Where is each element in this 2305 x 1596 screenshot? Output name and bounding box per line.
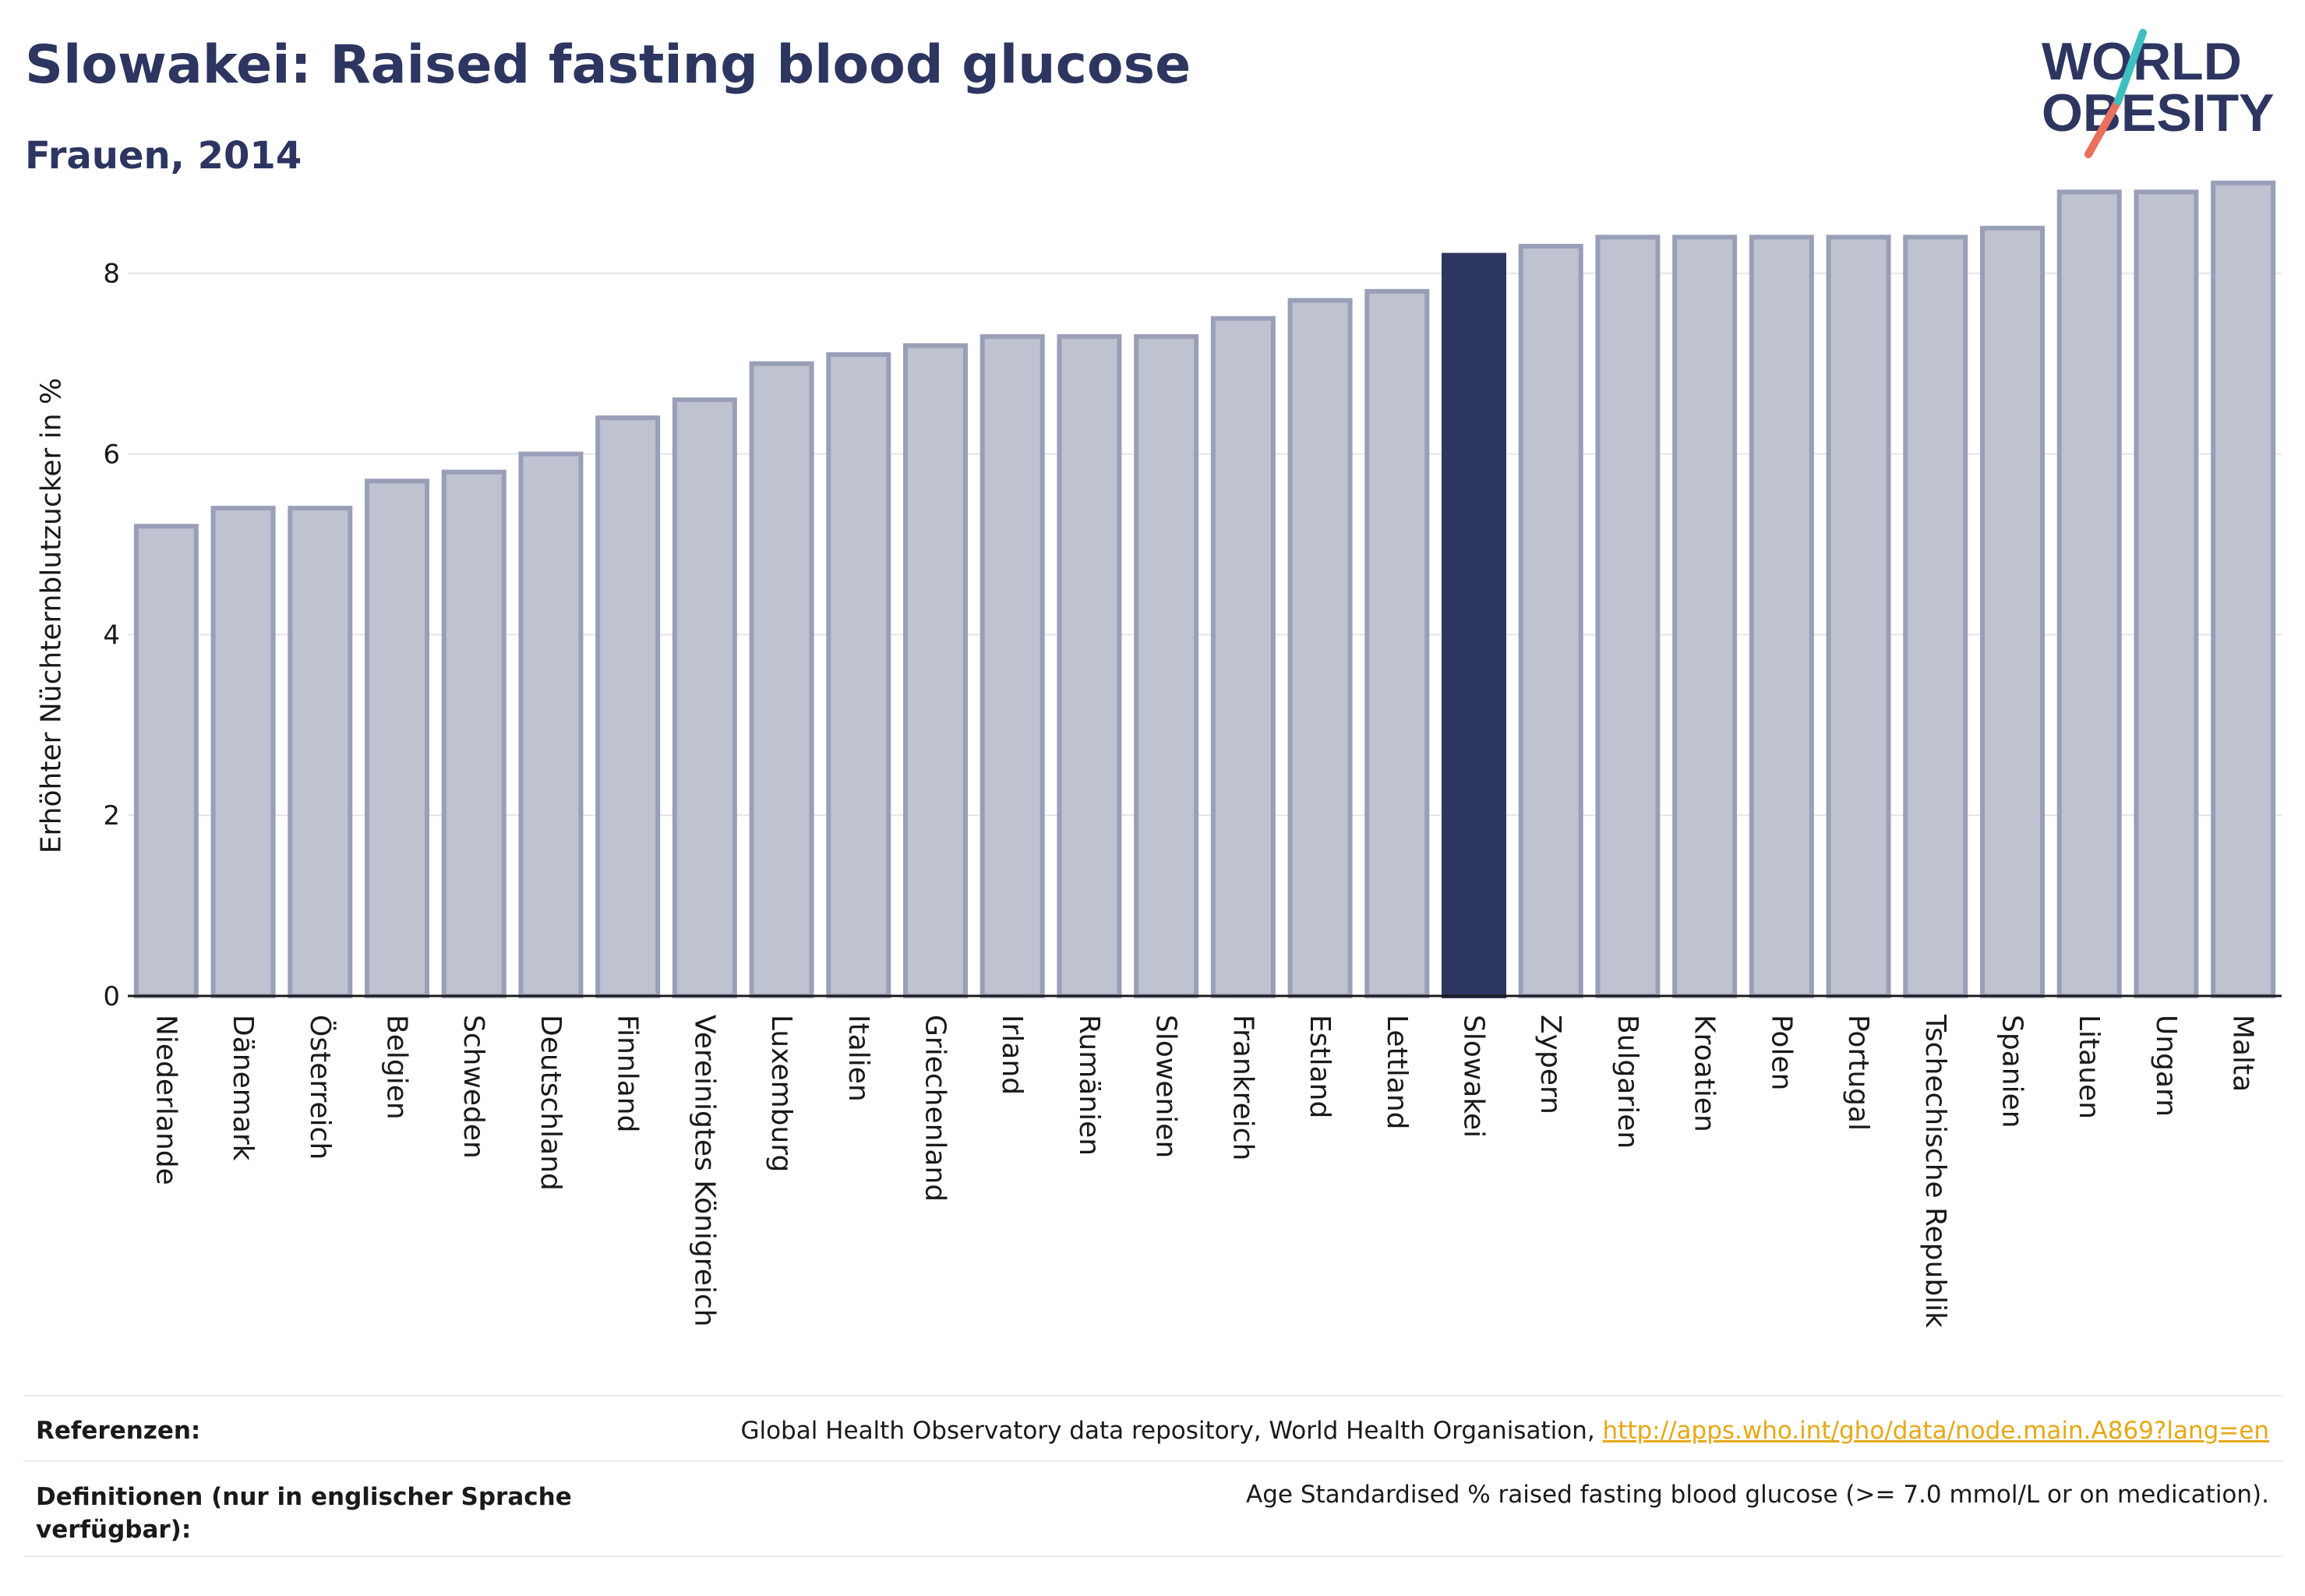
bar-Tschechische Republik [1903, 235, 1968, 998]
x-tick-label: Griechenland [920, 1015, 951, 1202]
x-tick-label: Spanien [1996, 1015, 2028, 1128]
bar-Deutschland [518, 451, 584, 998]
x-tick-label: Tschechische Republik [1919, 1014, 1951, 1328]
bar-Estland [1287, 298, 1353, 999]
bar-Belgien [365, 478, 429, 998]
y-tick-label: 2 [103, 800, 120, 832]
x-tick-label: Dänemark [227, 1015, 259, 1161]
logo-text-obesity: OBESITY [2042, 83, 2275, 143]
bar-Schweden [441, 469, 507, 998]
bar-Irland [980, 334, 1045, 998]
y-tick-label: 0 [103, 981, 120, 1012]
y-tick-label: 6 [103, 440, 120, 471]
x-tick-label: Bulgarien [1611, 1015, 1643, 1149]
bar-Ungarn [2134, 189, 2199, 998]
bar-Polen [1749, 235, 1814, 998]
x-tick-label: Vereinigtes Königreich [688, 1015, 720, 1327]
x-tick-label: Zypern [1534, 1015, 1566, 1114]
footer-divider [23, 1460, 2283, 1462]
bar-Kroatien [1672, 235, 1738, 998]
definitions-label: Definitionen (nur in englischer Sprache … [36, 1483, 572, 1544]
references-link[interactable]: http://apps.who.int/gho/data/node.main.A… [1602, 1417, 2269, 1445]
chart-title: Slowakei: Raised fasting blood glucose [25, 34, 1191, 96]
bar-Litauen [2056, 189, 2122, 998]
x-tick-label: Polen [1765, 1015, 1797, 1090]
bar-Portugal [1826, 235, 1891, 998]
bar-chart: 0 2 4 6 8 Niederlande Dänemark Österreich Belgie… [103, 180, 2282, 1328]
bar-Spanien [1980, 225, 2045, 998]
x-tick-label: Kroatien [1689, 1015, 1721, 1132]
x-tick-label: Ungarn [2150, 1015, 2182, 1117]
x-tick-label: Lettland [1381, 1015, 1413, 1130]
references-source: Global Health Observatory data repositor… [740, 1417, 1603, 1445]
bar-Dänemark [210, 506, 276, 998]
x-tick-label: Schweden [457, 1015, 489, 1159]
bar-Frankreich [1210, 316, 1276, 999]
x-tick-label: Luxemburg [765, 1015, 797, 1172]
x-tick-label: Belgien [381, 1015, 413, 1120]
y-tick-label: 8 [103, 259, 120, 290]
chart-subtitle: Frauen, 2014 [25, 134, 302, 178]
references-text: Global Health Observatory data repositor… [740, 1417, 2269, 1445]
definitions-text: Age Standardised % raised fasting blood … [1246, 1481, 2269, 1509]
bar-Griechenland [903, 343, 968, 998]
bar-Slowenien [1134, 334, 1199, 998]
x-tick-label: Niederlande [150, 1015, 182, 1185]
bar-Malta [2211, 180, 2276, 999]
bar-Italien [826, 352, 891, 998]
bar-Slowakei [1442, 252, 1506, 998]
bar-Lettland [1364, 288, 1430, 998]
x-tick-label: Portugal [1842, 1015, 1874, 1131]
x-tick-label: Österreich [304, 1015, 337, 1160]
bar-Österreich [288, 506, 353, 998]
x-tick-label: Litauen [2073, 1015, 2105, 1119]
references-label: Referenzen: [36, 1417, 201, 1445]
bar-Luxemburg [749, 361, 814, 998]
x-tick-label: Rumänien [1073, 1015, 1105, 1156]
bar-Zypern [1518, 243, 1583, 998]
bar-Niederlande [133, 524, 199, 998]
footer-divider [23, 1395, 2283, 1396]
world-obesity-logo: WORLD OBESITY [2042, 29, 2275, 158]
x-tick-label: Finnland [612, 1015, 644, 1132]
bar-Finnland [595, 415, 661, 998]
y-tick-label: 4 [103, 620, 120, 651]
x-tick-label: Deutschland [535, 1015, 567, 1191]
x-tick-label: Irland [996, 1015, 1028, 1095]
x-tick-label: Slowenien [1150, 1015, 1182, 1158]
bar-Rumänien [1057, 334, 1122, 998]
x-tick-label: Frankreich [1227, 1015, 1258, 1160]
x-tick-label: Estland [1304, 1015, 1336, 1118]
x-tick-label: Malta [2227, 1015, 2259, 1092]
x-tick-label: Slowakei [1458, 1015, 1490, 1138]
bar-Bulgarien [1595, 235, 1661, 998]
x-tick-label: Italien [842, 1015, 874, 1102]
footer-divider [23, 1555, 2283, 1557]
bar-Vereinigtes Königreich [672, 397, 737, 998]
